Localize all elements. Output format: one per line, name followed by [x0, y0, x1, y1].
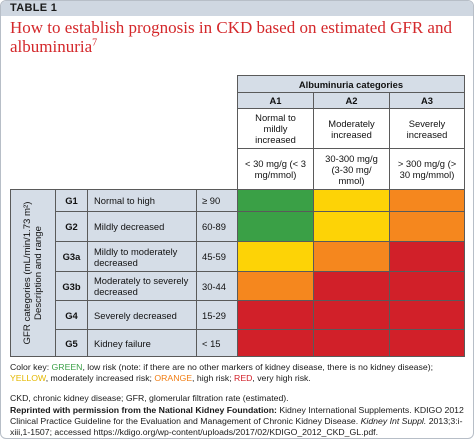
reprint-text2: 2013;3:i-xiii,1-1507; accessed https://k…	[10, 416, 463, 437]
color-key-note: Color key: GREEN, low risk (note: if the…	[10, 362, 466, 384]
row-desc-g1: Normal to high	[87, 189, 197, 212]
risk-cell-g2-a3	[389, 211, 465, 242]
row-range-g1: ≥ 90	[196, 189, 238, 212]
row-code-g2: G2	[55, 211, 88, 242]
col-range-a3: > 300 mg/g (> 30 mg/mmol)	[389, 148, 465, 190]
risk-cell-g3a-a3	[389, 241, 465, 272]
risk-cell-g3b-a3	[389, 271, 465, 301]
risk-cell-g3b-a2	[313, 271, 390, 301]
risk-cell-g4-a1	[237, 300, 314, 330]
risk-cell-g5-a2	[313, 329, 390, 357]
row-code-g1: G1	[55, 189, 88, 212]
risk-cell-g2-a2	[313, 211, 390, 242]
row-range-g3a: 45-59	[196, 241, 238, 272]
col-range-a1: < 30 mg/g (< 3 mg/mmol)	[237, 148, 314, 190]
row-range-g2: 60-89	[196, 211, 238, 242]
color-key-yellow-text: , moderately increased risk;	[45, 373, 155, 383]
gfr-axis-label: GFR categories (mL/min/1.73 m²) Descript…	[22, 201, 44, 345]
risk-cell-g5-a3	[389, 329, 465, 357]
risk-cell-g2-a1	[237, 211, 314, 242]
col-code-a2: A2	[313, 92, 390, 109]
table-title-text: How to establish prognosis in CKD based …	[10, 18, 452, 56]
table-label-bar: TABLE 1	[1, 1, 473, 16]
albuminuria-header: Albuminuria categories	[237, 75, 465, 93]
table-label: TABLE 1	[10, 2, 58, 14]
row-code-g4: G4	[55, 300, 88, 330]
reprint-text1: Kidney International Supplements. KDIGO …	[10, 405, 464, 426]
abbreviations-note: CKD, chronic kidney disease; GFR, glomer…	[10, 393, 289, 403]
row-desc-g2: Mildly decreased	[87, 211, 197, 242]
row-desc-g3a: Mildly to moderately decreased	[87, 241, 197, 272]
citation-superscript: 7	[92, 37, 98, 49]
row-range-g4: 15-29	[196, 300, 238, 330]
risk-cell-g1-a1	[237, 189, 314, 212]
row-desc-g3b: Moderately to severely decreased	[87, 271, 197, 301]
row-range-g3b: 30-44	[196, 271, 238, 301]
color-key-lead: Color key:	[10, 362, 52, 372]
reprint-note: Reprinted with permission from the Natio…	[10, 405, 466, 438]
color-key-yellow: YELLOW	[10, 373, 46, 383]
row-code-g5: G5	[55, 329, 88, 357]
col-code-a3: A3	[389, 92, 465, 109]
risk-cell-g4-a3	[389, 300, 465, 330]
color-key-red: RED	[234, 373, 253, 383]
color-key-green-text: , low risk (note: if there are no other …	[82, 362, 434, 372]
risk-cell-g4-a2	[313, 300, 390, 330]
reprint-bold: Reprinted with permission from the Natio…	[10, 405, 277, 415]
row-code-g3b: G3b	[55, 271, 88, 301]
table-title: How to establish prognosis in CKD based …	[10, 18, 465, 56]
risk-cell-g3a-a1	[237, 241, 314, 272]
row-desc-g4: Severely decreased	[87, 300, 197, 330]
row-range-g5: < 15	[196, 329, 238, 357]
col-range-a2: 30-300 mg/g (3-30 mg/ mmol)	[313, 148, 390, 190]
col-desc-a1: Normal to mildly increased	[237, 108, 314, 149]
reprint-journal: Kidney Int Suppl.	[360, 416, 427, 426]
col-desc-a3: Severely increased	[389, 108, 465, 149]
row-desc-g5: Kidney failure	[87, 329, 197, 357]
color-key-orange: ORANGE	[154, 373, 193, 383]
color-key-red-text: , very high risk.	[252, 373, 311, 383]
risk-cell-g1-a3	[389, 189, 465, 212]
color-key-orange-text: , high risk;	[192, 373, 235, 383]
gfr-axis-label-cell: GFR categories (mL/min/1.73 m²) Descript…	[10, 189, 56, 357]
risk-cell-g5-a1	[237, 329, 314, 357]
risk-cell-g3b-a1	[237, 271, 314, 301]
risk-cell-g3a-a2	[313, 241, 390, 272]
color-key-green: GREEN	[51, 362, 83, 372]
risk-cell-g1-a2	[313, 189, 390, 212]
row-code-g3a: G3a	[55, 241, 88, 272]
col-code-a1: A1	[237, 92, 314, 109]
col-desc-a2: Moderately increased	[313, 108, 390, 149]
